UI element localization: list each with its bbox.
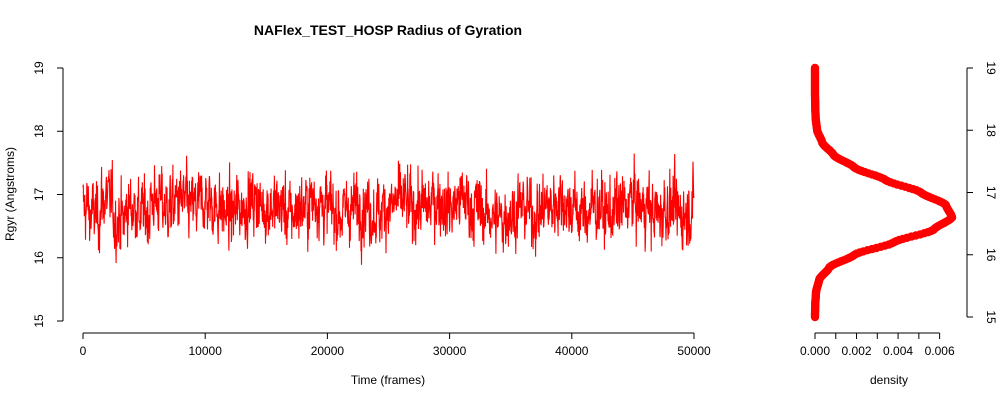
main-y-tick-label: 18 [32,124,46,138]
density-x-axis-label: density [870,373,908,387]
density-y-tick-label: 16 [984,248,998,262]
main-y-axis-label: Rgyr (Angstroms) [3,147,17,241]
time-series-panel: 0 10000 20000 30000 40000 50000 15 16 17 18 19 Ti… [3,61,711,387]
main-x-tick-label: 40000 [555,344,589,358]
density-point [810,63,820,73]
main-x-tick-label: 30000 [433,344,467,358]
main-x-axis: 0 10000 20000 30000 40000 50000 [80,332,711,358]
main-x-tick-label: 10000 [189,344,223,358]
main-x-tick-label: 0 [80,344,87,358]
density-y-tick-label: 17 [984,186,998,200]
main-x-tick-label: 50000 [677,344,711,358]
main-x-axis-label: Time (frames) [351,373,425,387]
main-y-axis: 15 16 17 18 19 [32,61,64,328]
density-x-tick-label: 0.004 [883,344,913,358]
main-x-tick-label: 20000 [311,344,345,358]
main-y-tick-label: 15 [32,314,46,328]
main-y-tick-label: 17 [32,188,46,202]
density-y-axis: 15 16 17 18 19 [966,61,998,324]
density-x-axis: 0.000 0.002 0.004 0.006 [800,332,955,358]
density-curve [810,63,957,322]
rgyr-series-line [82,153,695,265]
density-y-tick-label: 15 [984,310,998,324]
rgyr-trace [82,153,695,265]
main-y-tick-label: 19 [32,61,46,75]
main-y-tick-label: 16 [32,251,46,265]
density-panel: 0.000 0.002 0.004 0.006 15 16 17 18 19 density [800,61,998,387]
density-x-tick-label: 0.000 [800,344,830,358]
density-y-tick-label: 19 [984,61,998,75]
density-y-tick-label: 18 [984,124,998,138]
density-x-tick-label: 0.002 [842,344,872,358]
chart-title: NAFlex_TEST_HOSP Radius of Gyration [254,22,522,38]
density-x-tick-label: 0.006 [925,344,955,358]
